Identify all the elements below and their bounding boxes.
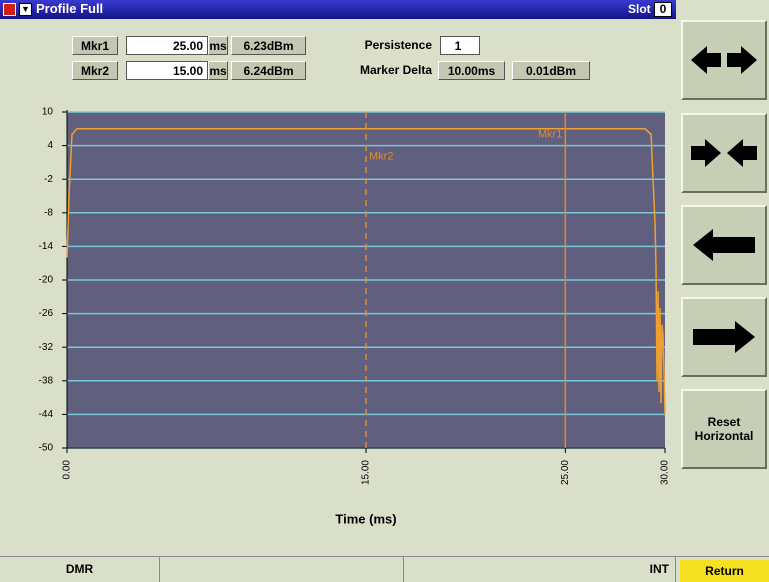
chart: 10 4 -2 -8 -14 -20 -26 -32 -38 -44 -50 0.00 15.00 25.… xyxy=(39,107,671,527)
slot-label: Slot xyxy=(628,2,651,16)
return-button[interactable]: Return xyxy=(680,560,769,582)
y-tick-label: -14 xyxy=(39,241,54,252)
status-mode: DMR xyxy=(0,557,160,582)
y-tick-label: -2 xyxy=(44,174,53,185)
status-bar xyxy=(0,556,769,582)
status-ref: INT xyxy=(404,557,676,582)
y-tick-label: -50 xyxy=(39,443,54,454)
y-tick-label: -20 xyxy=(39,275,54,286)
y-tick-label: -38 xyxy=(39,375,54,386)
y-tick-label: -26 xyxy=(39,308,54,319)
persistence-value[interactable]: 1 xyxy=(440,36,480,55)
title-bar xyxy=(0,0,676,19)
expand-button[interactable] xyxy=(681,20,767,100)
delta-time: 10.00ms xyxy=(438,61,505,80)
marker-2-time[interactable]: 15.00 xyxy=(126,61,208,80)
y-tick-label: 4 xyxy=(47,140,53,151)
x-tick-label: 15.00 xyxy=(361,460,372,485)
x-axis-label: Time (ms) xyxy=(335,511,396,526)
marker-label: Mkr1 xyxy=(538,128,562,140)
menu-button[interactable]: ▼ xyxy=(19,3,32,16)
marker-2-level: 6.24dBm xyxy=(231,61,306,80)
window-title: Profile Full xyxy=(36,1,104,16)
x-tick-label: 0.00 xyxy=(62,460,73,480)
x-tick-label: 25.00 xyxy=(560,460,571,485)
compress-button[interactable] xyxy=(681,113,767,193)
y-tick-label: -8 xyxy=(44,207,53,218)
marker-1-button[interactable]: Mkr1 xyxy=(72,36,118,55)
marker-label: Mkr2 xyxy=(369,151,393,163)
marker-2-button[interactable]: Mkr2 xyxy=(72,61,118,80)
y-tick-label: -32 xyxy=(39,342,54,353)
app-icon[interactable] xyxy=(3,3,16,16)
trace xyxy=(66,128,666,415)
y-tick-label: -44 xyxy=(39,409,54,420)
persistence-label: Persistence xyxy=(364,38,432,52)
delta-level: 0.01dBm xyxy=(512,61,590,80)
y-tick-label: 10 xyxy=(42,107,54,118)
x-tick-label: 30.00 xyxy=(660,460,671,485)
status-blank xyxy=(160,557,404,582)
delta-label: Marker Delta xyxy=(359,63,432,77)
marker-2-unit: ms xyxy=(208,61,228,80)
marker-1-unit: ms xyxy=(208,36,228,55)
right-button[interactable] xyxy=(681,297,767,377)
marker-1-time[interactable]: 25.00 xyxy=(126,36,208,55)
marker-1-level: 6.23dBm xyxy=(231,36,306,55)
reset-horizontal-button[interactable]: Reset Horizontal xyxy=(681,389,767,469)
left-button[interactable] xyxy=(681,205,767,285)
slot-value[interactable]: 0 xyxy=(654,2,672,17)
